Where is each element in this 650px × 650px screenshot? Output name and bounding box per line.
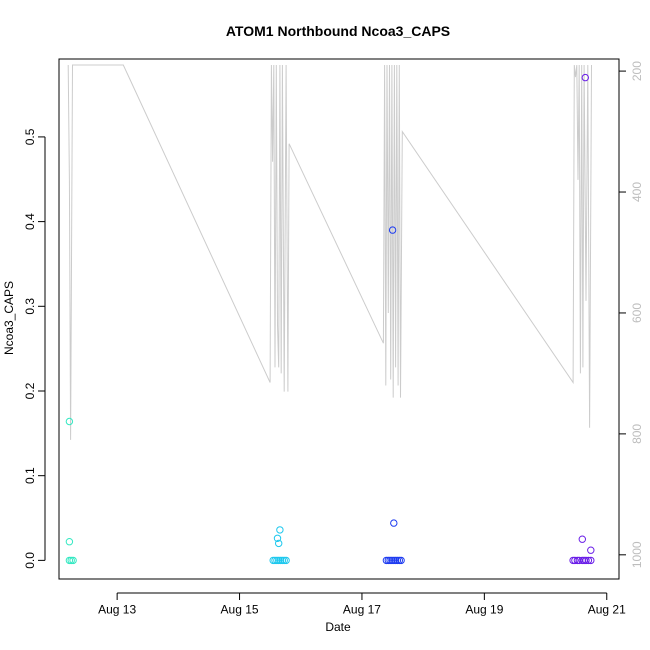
y-axis-label: Ncoa3_CAPS bbox=[2, 281, 16, 355]
data-point bbox=[587, 546, 595, 554]
data-point bbox=[581, 73, 589, 82]
secondary-line bbox=[67, 64, 592, 440]
data-point bbox=[390, 519, 398, 527]
data-point bbox=[584, 556, 593, 565]
data-point bbox=[65, 417, 74, 426]
data-point bbox=[587, 556, 595, 565]
data-point bbox=[69, 556, 77, 565]
data-point bbox=[397, 556, 405, 565]
data-point bbox=[393, 556, 402, 565]
data-point bbox=[276, 526, 284, 534]
data-point bbox=[388, 556, 396, 565]
secondary-y-tick-label: 200 bbox=[630, 61, 644, 81]
secondary-y-axis: 200 400 600 800 1000 bbox=[618, 61, 644, 568]
data-point bbox=[275, 539, 283, 548]
data-point bbox=[275, 556, 283, 565]
secondary-y-tick-label: 600 bbox=[630, 303, 644, 323]
x-tick-label: Aug 21 bbox=[588, 603, 626, 617]
chart-title: ATOM1 Northbound Ncoa3_CAPS bbox=[226, 23, 450, 39]
y-tick-label: 0.2 bbox=[23, 382, 37, 399]
y-tick-label: 0.0 bbox=[23, 552, 37, 569]
data-point bbox=[382, 556, 391, 565]
y-tick-label: 0.4 bbox=[23, 213, 37, 230]
x-axis-label: Date bbox=[325, 620, 351, 634]
data-point bbox=[578, 535, 586, 543]
data-point bbox=[273, 534, 282, 542]
data-point bbox=[582, 556, 590, 565]
x-tick-label: Aug 15 bbox=[221, 603, 259, 617]
secondary-y-tick-label: 800 bbox=[630, 424, 644, 444]
plot-frame bbox=[58, 58, 620, 580]
x-tick-label: Aug 17 bbox=[343, 603, 381, 617]
data-point bbox=[271, 556, 279, 565]
data-point bbox=[282, 556, 290, 565]
data-point bbox=[67, 556, 75, 565]
y-tick-label: 0.5 bbox=[23, 128, 37, 145]
x-tick-label: Aug 13 bbox=[98, 603, 136, 617]
x-tick-label: Aug 19 bbox=[465, 603, 503, 617]
x-axis: Aug 13 Aug 15 Aug 17 Aug 19 Aug 21 bbox=[98, 592, 626, 617]
data-point bbox=[280, 556, 288, 565]
data-point bbox=[388, 226, 397, 234]
data-points bbox=[65, 73, 595, 565]
secondary-y-tick-label: 400 bbox=[630, 182, 644, 202]
y-axis: 0.0 0.1 0.2 0.3 0.4 0.5 bbox=[23, 128, 46, 569]
secondary-line-series bbox=[67, 64, 592, 440]
data-point bbox=[65, 538, 74, 546]
data-point bbox=[571, 556, 579, 565]
y-tick-label: 0.3 bbox=[23, 298, 37, 315]
y-tick-label: 0.1 bbox=[23, 467, 37, 484]
secondary-y-tick-label: 1000 bbox=[630, 541, 644, 568]
